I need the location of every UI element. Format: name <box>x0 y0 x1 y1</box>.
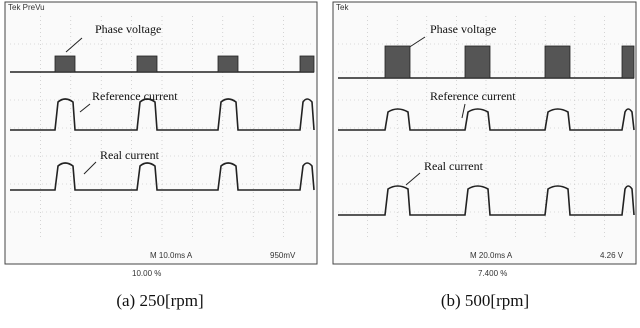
voltage-pulse <box>465 46 490 78</box>
scope-frame <box>5 2 317 264</box>
caption: (a) 250[rpm] <box>116 291 203 310</box>
signal-label: Phase voltage <box>95 22 161 36</box>
voltage-pulse <box>385 46 410 78</box>
voltage-pulse <box>622 46 634 78</box>
voltage-pulse <box>545 46 570 78</box>
voltage-pulse <box>300 56 314 72</box>
trigger-position: 10.00 % <box>132 269 161 278</box>
caption: (b) 500[rpm] <box>441 291 529 310</box>
timebase: M 20.0ms A <box>470 251 513 260</box>
signal-label: Reference current <box>92 89 178 103</box>
trigger-level: 950mV <box>270 251 296 260</box>
voltage-pulse <box>137 56 157 72</box>
signal-label: Reference current <box>430 89 516 103</box>
voltage-pulse <box>218 56 238 72</box>
voltage-pulse <box>55 56 75 72</box>
figure: Tek PreVu Phase voltage Reference curren… <box>0 0 640 328</box>
signal-label: Real current <box>100 148 160 162</box>
trigger-level: 4.26 V <box>600 251 624 260</box>
scope-panel: Tek Phase voltage Reference current Real… <box>333 2 636 310</box>
scope-panel: Tek PreVu Phase voltage Reference curren… <box>5 2 317 310</box>
scope-frame <box>333 2 636 264</box>
scope-tag: Tek <box>336 3 349 12</box>
scope-tag: Tek PreVu <box>8 3 45 12</box>
signal-label: Phase voltage <box>430 22 496 36</box>
signal-label: Real current <box>424 159 484 173</box>
timebase: M 10.0ms A <box>150 251 193 260</box>
trigger-position: 7.400 % <box>478 269 507 278</box>
